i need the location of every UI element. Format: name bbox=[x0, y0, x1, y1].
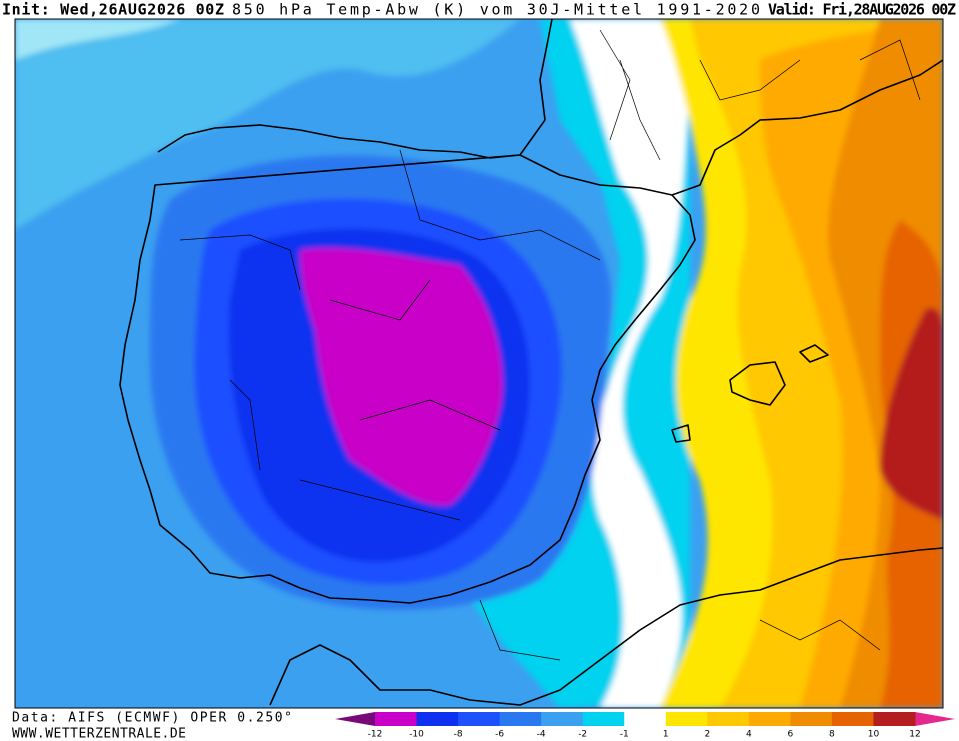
colorbar-segment bbox=[665, 712, 708, 726]
borders bbox=[179, 29, 921, 661]
colorbar-label: -8 bbox=[454, 730, 463, 740]
data-source: Data: AIFS (ECMWF) OPER 0.250° bbox=[12, 711, 292, 726]
colorbar-segment bbox=[831, 712, 874, 726]
colorbar-segment bbox=[541, 712, 584, 726]
colorbar-label: 10 bbox=[868, 730, 880, 740]
colorbar-label: 4 bbox=[746, 730, 752, 740]
colorbar-segment bbox=[790, 712, 833, 726]
coastline bbox=[119, 19, 943, 706]
colorbar: -12 -10 -8 -6 -4 -2 -1 1 2 4 6 8 10 12 bbox=[335, 712, 955, 740]
colorbar-label: 6 bbox=[788, 730, 794, 740]
colorbar-label: -2 bbox=[578, 730, 587, 740]
colorbar-label: -4 bbox=[537, 730, 546, 740]
map-frame bbox=[14, 18, 944, 709]
colorbar-label: -12 bbox=[368, 730, 383, 740]
colorbar-label: -1 bbox=[620, 730, 629, 740]
colorbar-label: 2 bbox=[704, 730, 710, 740]
init-time: Init: Wed,26AUG2026 00Z bbox=[2, 1, 224, 19]
colorbar-low-end bbox=[335, 712, 375, 726]
colorbar-label: 8 bbox=[829, 730, 835, 740]
map-title: 850 hPa Temp-Abw (K) vom 30J-Mittel 1991… bbox=[232, 1, 760, 19]
website: WWW.WETTERZENTRALE.DE bbox=[12, 727, 186, 741]
colorbar-label: 12 bbox=[909, 730, 920, 740]
colorbar-segment bbox=[624, 712, 667, 726]
colorbar-high-end bbox=[915, 712, 955, 726]
colorbar-segment bbox=[582, 712, 625, 726]
colorbar-label: 1 bbox=[663, 730, 669, 740]
colorbar-segment bbox=[375, 712, 418, 726]
map-field bbox=[15, 19, 943, 708]
colorbar-segment bbox=[873, 712, 916, 726]
colorbar-segment bbox=[499, 712, 542, 726]
colorbar-label: -6 bbox=[495, 730, 504, 740]
colorbar-segment bbox=[707, 712, 750, 726]
colorbar-label: -10 bbox=[409, 730, 424, 740]
colorbar-segment bbox=[458, 712, 501, 726]
colorbar-segment bbox=[748, 712, 791, 726]
valid-time: Valid: Fri,28AUG2026 00Z bbox=[768, 1, 956, 19]
colorbar-segment bbox=[416, 712, 459, 726]
